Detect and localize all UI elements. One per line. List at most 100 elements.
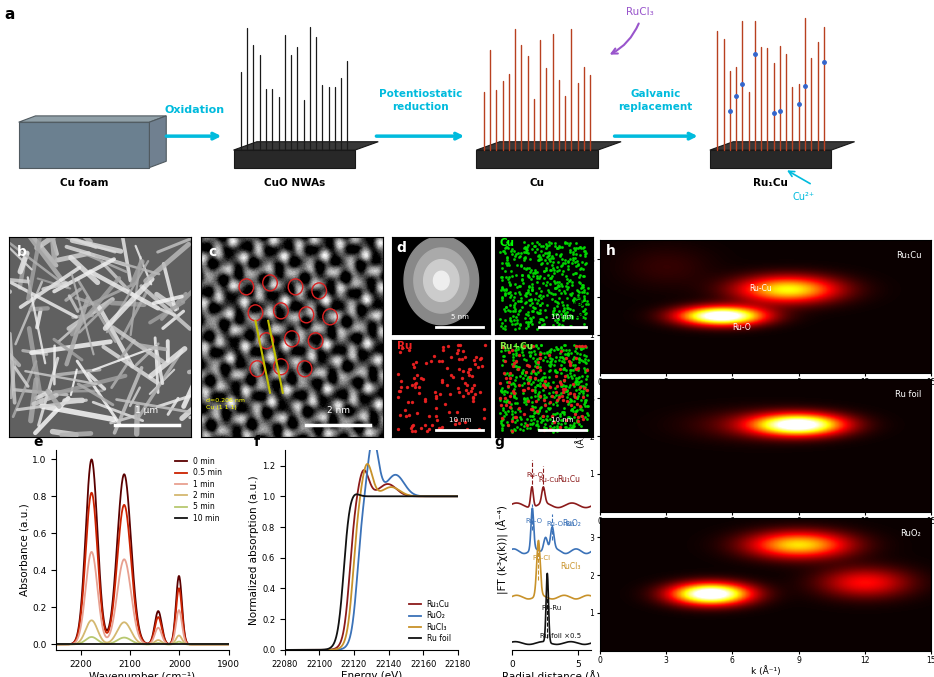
Text: Ru-O: Ru-O: [527, 472, 544, 478]
Point: [512, 403, 527, 414]
Point: [532, 346, 547, 357]
Point: [463, 364, 478, 374]
Point: [497, 323, 512, 334]
Point: [494, 400, 509, 411]
Text: Potentiostatic
reduction: Potentiostatic reduction: [378, 89, 462, 112]
Point: [537, 382, 552, 393]
Point: [499, 301, 514, 312]
Point: [569, 372, 584, 383]
Point: [496, 323, 511, 334]
Point: [531, 356, 545, 367]
Point: [512, 361, 527, 372]
Point: [506, 253, 521, 264]
Point: [549, 380, 564, 391]
Ru foil: [324, 645, 335, 653]
Point: [505, 295, 520, 306]
Point: [500, 253, 515, 263]
Point: [521, 376, 536, 387]
Point: [561, 355, 576, 366]
Point: [515, 368, 530, 378]
Point: [526, 270, 541, 281]
5 min: [181, 640, 192, 649]
10 min: [223, 640, 234, 649]
Point: [525, 282, 540, 292]
Point: [546, 303, 561, 313]
Point: [502, 312, 517, 323]
Point: [468, 351, 483, 362]
Point: [560, 256, 575, 267]
Point: [507, 299, 522, 310]
Point: [517, 263, 531, 274]
Point: [531, 316, 546, 327]
Point: [577, 367, 592, 378]
Point: [531, 408, 545, 418]
Point: [567, 292, 582, 303]
Point: [541, 284, 556, 295]
Point: [548, 387, 563, 397]
Point: [546, 264, 561, 275]
Point: [501, 420, 516, 431]
Point: [542, 397, 557, 408]
5 min: [166, 640, 177, 649]
Text: Ru-O: Ru-O: [732, 323, 751, 332]
Point: [429, 411, 444, 422]
Point: [541, 253, 556, 264]
Point: [518, 355, 533, 366]
Point: [509, 398, 524, 409]
Point: [458, 416, 473, 427]
Point: [545, 289, 560, 300]
Point: [563, 368, 578, 378]
Point: [503, 266, 518, 277]
Point: [500, 236, 515, 247]
Point: [542, 247, 557, 258]
Point: [570, 364, 585, 375]
Point: [559, 280, 573, 291]
Point: [564, 277, 579, 288]
Point: [560, 313, 575, 324]
Point: [570, 414, 585, 425]
Point: [545, 391, 559, 401]
Point: [558, 384, 573, 395]
Point: [569, 379, 584, 390]
Point: [534, 293, 549, 304]
Point: [525, 237, 540, 248]
Point: [529, 357, 544, 368]
Text: RuCl₃: RuCl₃: [626, 7, 654, 17]
Point: [556, 407, 571, 418]
Point: [565, 246, 580, 257]
Point: [578, 248, 593, 259]
RuO₂: [310, 646, 321, 654]
Point: [434, 422, 449, 433]
Point: [514, 379, 529, 390]
Point: [522, 422, 537, 433]
Point: [560, 260, 575, 271]
Point: [577, 381, 592, 392]
Point: [527, 382, 542, 393]
Point: [561, 348, 576, 359]
Point: [547, 366, 562, 376]
Ru₁Cu: [452, 492, 463, 500]
Point: [496, 342, 511, 353]
Point: [556, 353, 571, 364]
Point: [507, 278, 522, 289]
Point: [568, 376, 583, 387]
Text: 1 μm: 1 μm: [135, 406, 159, 415]
Point: [560, 372, 575, 383]
Point: [570, 376, 585, 387]
Point: [511, 342, 526, 353]
Point: [554, 249, 569, 260]
Text: f: f: [254, 435, 260, 450]
Point: [512, 296, 527, 307]
Point: [549, 343, 564, 354]
Point: [508, 380, 523, 391]
Point: [518, 243, 533, 254]
Point: [562, 413, 577, 424]
2 min: [81, 624, 92, 632]
Point: [559, 422, 573, 433]
Point: [507, 358, 522, 369]
Point: [517, 385, 531, 395]
Point: [564, 405, 579, 416]
Point: [509, 248, 524, 259]
Text: RuO₂: RuO₂: [561, 519, 581, 528]
Point: [552, 364, 567, 374]
